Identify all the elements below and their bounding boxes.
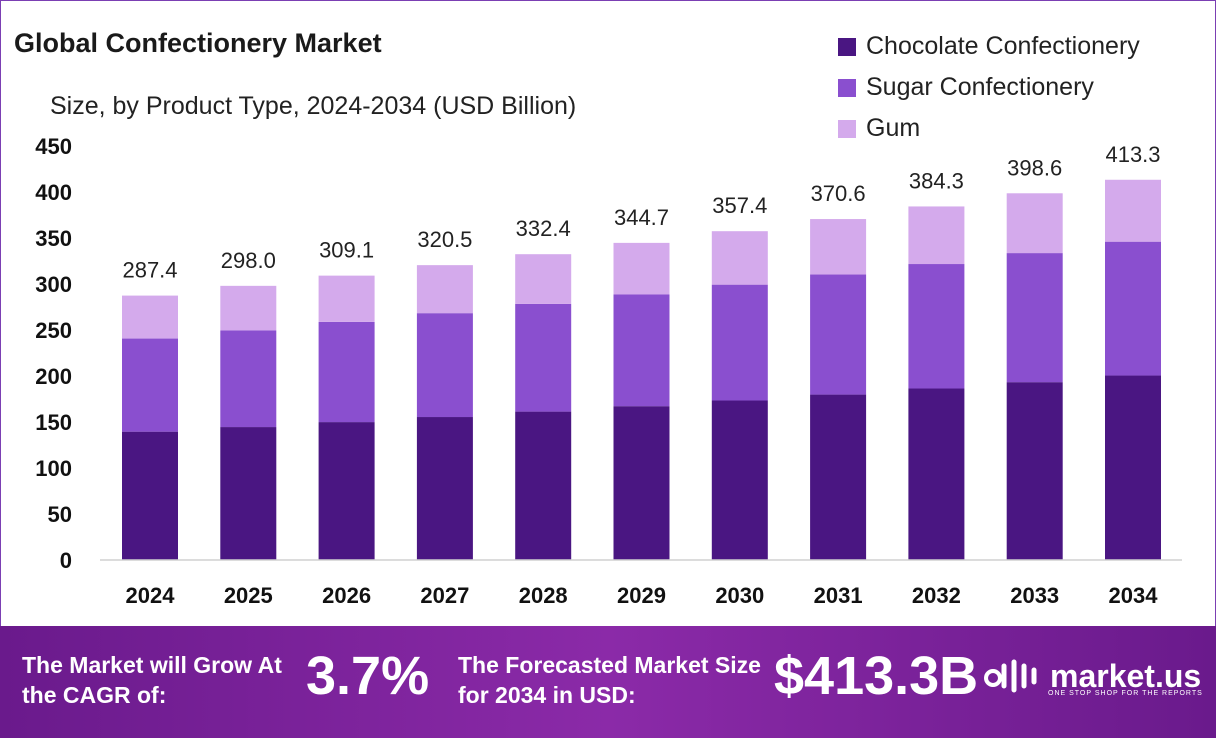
legend: Chocolate Confectionery Sugar Confection… bbox=[838, 26, 1140, 149]
bar-gum-2031 bbox=[810, 219, 867, 275]
bar-chocolate-2026 bbox=[318, 422, 375, 560]
forecast-label: The Forecasted Market Size for 2034 in U… bbox=[458, 652, 761, 708]
x-tick-label-2026: 2026 bbox=[322, 583, 371, 608]
bar-total-label-2028: 332.4 bbox=[516, 216, 571, 241]
legend-swatch-chocolate bbox=[838, 37, 856, 56]
forecast-value: $413.3B bbox=[774, 646, 979, 706]
bar-chocolate-2024 bbox=[122, 431, 178, 560]
bar-total-label-2030: 357.4 bbox=[712, 193, 767, 218]
bar-gum-2034 bbox=[1105, 179, 1161, 242]
bar-sugar-2027 bbox=[416, 313, 473, 418]
y-tick-label: 450 bbox=[35, 134, 72, 159]
y-tick-label: 50 bbox=[48, 502, 72, 527]
bar-sugar-2031 bbox=[810, 274, 867, 395]
bar-total-label-2034: 413.3 bbox=[1105, 142, 1160, 167]
bar-total-label-2026: 309.1 bbox=[319, 238, 374, 263]
bar-chocolate-2030 bbox=[711, 400, 768, 560]
bar-chocolate-2029 bbox=[613, 406, 670, 560]
x-tick-label-2033: 2033 bbox=[1010, 583, 1059, 608]
bar-gum-2025 bbox=[220, 285, 277, 331]
legend-label-chocolate: Chocolate Confectionery bbox=[866, 32, 1140, 60]
bar-gum-2027 bbox=[416, 265, 473, 314]
bar-sugar-2029 bbox=[613, 294, 670, 407]
chart-title: Global Confectionery Market bbox=[14, 28, 382, 58]
legend-swatch-sugar bbox=[838, 78, 856, 97]
y-tick-label: 200 bbox=[35, 364, 72, 389]
brand-logo: market.us ONE STOP SHOP FOR THE REPORTS bbox=[984, 656, 1203, 697]
bar-chocolate-2033 bbox=[1006, 382, 1063, 560]
y-tick-label: 0 bbox=[60, 548, 72, 573]
legend-item-gum: Gum bbox=[838, 108, 1140, 149]
bar-total-label-2029: 344.7 bbox=[614, 205, 669, 230]
x-tick-label-2030: 2030 bbox=[715, 583, 764, 608]
brand-tagline: ONE STOP SHOP FOR THE REPORTS bbox=[1048, 690, 1203, 697]
bar-sugar-2032 bbox=[908, 264, 965, 389]
bar-total-label-2025: 298.0 bbox=[221, 248, 276, 273]
y-tick-label: 400 bbox=[35, 180, 72, 205]
bar-chocolate-2028 bbox=[515, 411, 572, 560]
bar-gum-2029 bbox=[613, 242, 670, 295]
bar-gum-2024 bbox=[122, 295, 178, 339]
x-tick-label-2024: 2024 bbox=[126, 583, 176, 608]
cagr-label: The Market will Grow At the CAGR of: bbox=[22, 652, 282, 708]
bar-total-label-2032: 384.3 bbox=[909, 168, 964, 193]
x-tick-label-2031: 2031 bbox=[814, 583, 863, 608]
bar-sugar-2028 bbox=[515, 303, 572, 412]
y-tick-label: 350 bbox=[35, 226, 72, 251]
y-tick-label: 300 bbox=[35, 272, 72, 297]
bar-sugar-2030 bbox=[711, 284, 768, 401]
bar-sugar-2025 bbox=[220, 330, 277, 428]
stacked-bar-chart: 0 50 100 150 200 250 300 350 400 450 287.4 2024 298.… bbox=[35, 134, 1182, 608]
x-tick-label-2027: 2027 bbox=[420, 583, 469, 608]
y-tick-label: 150 bbox=[35, 410, 72, 435]
bar-gum-2030 bbox=[711, 231, 768, 285]
chart-subtitle: Size, by Product Type, 2024-2034 (USD Bi… bbox=[50, 92, 577, 120]
bar-gum-2028 bbox=[515, 254, 572, 304]
bar-gum-2033 bbox=[1006, 193, 1063, 254]
x-tick-label-2029: 2029 bbox=[617, 583, 666, 608]
bar-chocolate-2027 bbox=[416, 417, 473, 560]
bar-total-label-2031: 370.6 bbox=[811, 181, 866, 206]
bar-gum-2032 bbox=[908, 206, 965, 265]
bar-total-label-2033: 398.6 bbox=[1007, 155, 1062, 180]
footer-banner: The Market will Grow At the CAGR of: 3.7… bbox=[0, 626, 1216, 738]
x-tick-label-2028: 2028 bbox=[519, 583, 568, 608]
bar-chocolate-2034 bbox=[1105, 375, 1161, 560]
bar-total-label-2024: 287.4 bbox=[122, 258, 177, 283]
x-tick-label-2034: 2034 bbox=[1109, 583, 1159, 608]
bar-chocolate-2032 bbox=[908, 388, 965, 560]
legend-label-sugar: Sugar Confectionery bbox=[866, 73, 1094, 101]
legend-label-gum: Gum bbox=[866, 114, 921, 142]
bar-sugar-2033 bbox=[1006, 253, 1063, 383]
brand-name: market.us bbox=[1050, 658, 1202, 694]
cagr-value: 3.7% bbox=[306, 646, 430, 706]
bar-sugar-2024 bbox=[122, 338, 178, 432]
y-tick-label: 100 bbox=[35, 456, 72, 481]
bar-sugar-2026 bbox=[318, 321, 375, 423]
x-tick-label-2032: 2032 bbox=[912, 583, 961, 608]
y-tick-label: 250 bbox=[35, 318, 72, 343]
bar-gum-2026 bbox=[318, 275, 375, 322]
x-tick-label-2025: 2025 bbox=[224, 583, 273, 608]
bar-chocolate-2031 bbox=[810, 394, 867, 560]
legend-item-sugar: Sugar Confectionery bbox=[838, 67, 1140, 108]
legend-swatch-gum bbox=[838, 119, 856, 138]
bar-total-label-2027: 320.5 bbox=[417, 227, 472, 252]
legend-item-chocolate: Chocolate Confectionery bbox=[838, 26, 1140, 67]
bar-sugar-2034 bbox=[1105, 241, 1161, 376]
market-us-logo-icon bbox=[984, 659, 1037, 693]
bar-chocolate-2025 bbox=[220, 427, 277, 560]
